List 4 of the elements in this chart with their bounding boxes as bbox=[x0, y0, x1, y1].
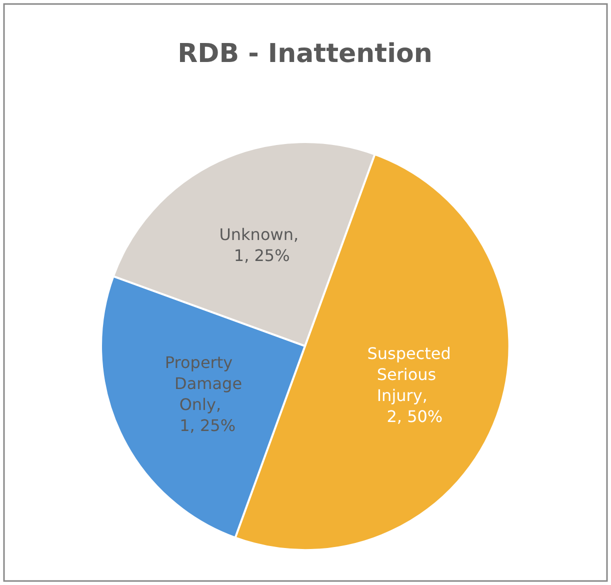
slice-label: Unknown, 1, 25% bbox=[219, 224, 299, 265]
slice-label: Property Damage Only, 1, 25% bbox=[164, 352, 242, 435]
chart-title: RDB - Inattention bbox=[178, 39, 432, 69]
slice-label: Suspected Serious Injury, 2, 50% bbox=[367, 344, 451, 426]
